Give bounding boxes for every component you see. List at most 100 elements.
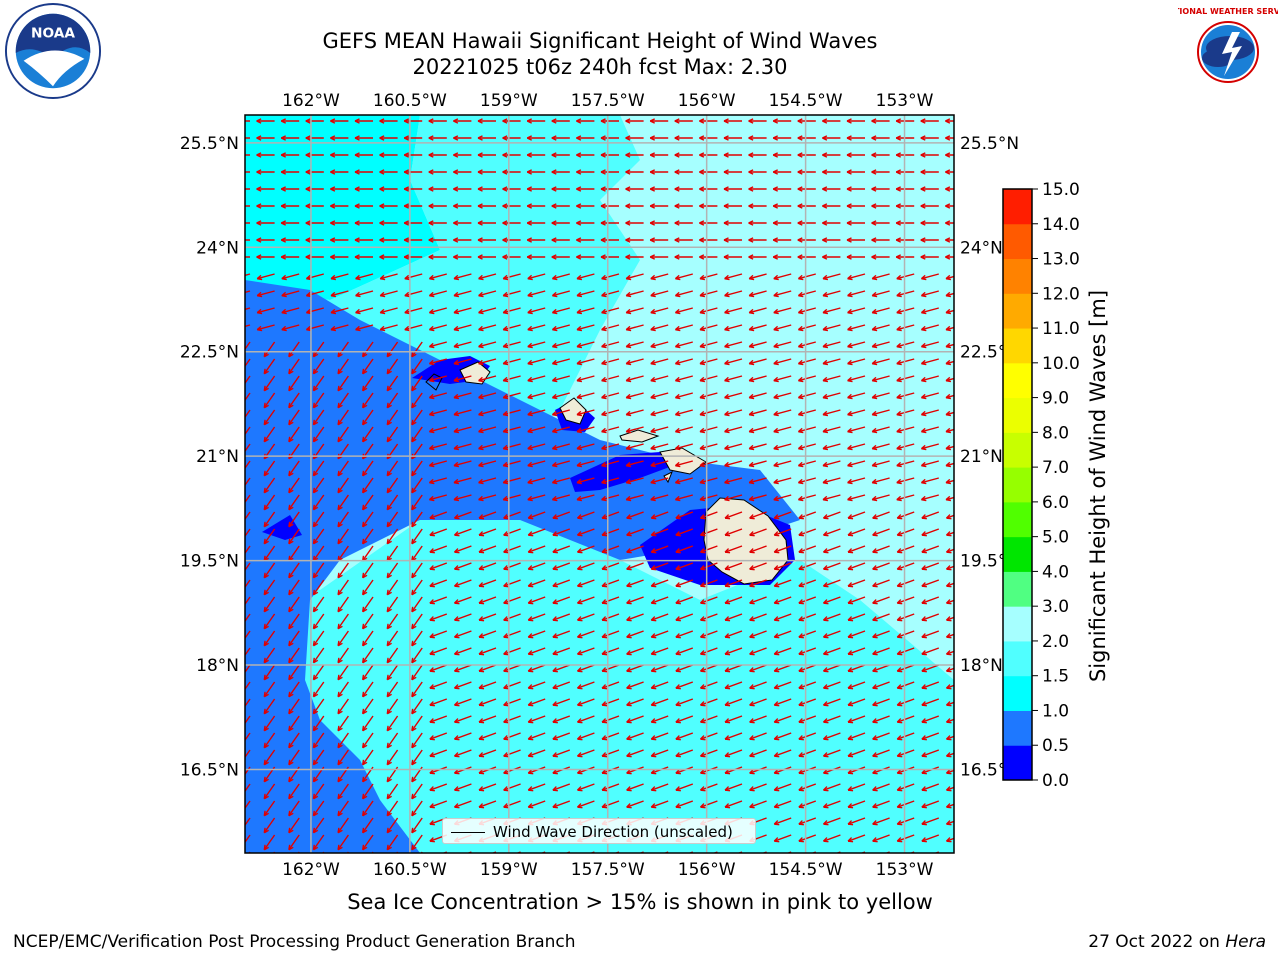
wave-direction-arrowhead	[263, 351, 269, 358]
wave-direction-arrowhead	[921, 650, 927, 656]
wave-direction-arrow	[823, 715, 841, 723]
wave-direction-arrowhead	[361, 759, 368, 766]
wave-direction-arrowhead	[945, 701, 952, 707]
wave-direction-arrowhead	[552, 803, 558, 809]
wave-direction-arrow	[847, 562, 866, 570]
wave-direction-arrowhead	[527, 393, 533, 400]
wave-direction-arrow	[552, 613, 571, 621]
wave-direction-arrowhead	[945, 376, 952, 383]
wave-direction-arrowhead	[945, 514, 952, 520]
wave-direction-arrow	[576, 358, 595, 365]
wave-direction-arrowhead	[386, 657, 392, 664]
wave-direction-arrow	[921, 290, 939, 297]
wave-direction-arrowhead	[428, 135, 434, 141]
wave-direction-arrowhead	[674, 254, 680, 260]
wave-direction-arrowhead	[386, 725, 392, 732]
wave-direction-arrow	[823, 545, 841, 553]
wave-direction-arrow	[724, 545, 743, 553]
wave-direction-arrow	[503, 579, 521, 587]
wave-direction-arrow	[454, 613, 472, 621]
wave-direction-arrowhead	[503, 803, 509, 809]
wave-direction-arrow	[651, 698, 669, 706]
wave-direction-arrowhead	[453, 342, 460, 349]
wave-direction-arrowhead	[921, 548, 927, 554]
wave-direction-arrow	[921, 528, 940, 536]
wave-direction-arrow	[453, 375, 472, 382]
wave-direction-arrow	[921, 698, 940, 706]
wave-direction-arrowhead	[675, 684, 681, 690]
wave-direction-arrow	[774, 511, 792, 519]
wave-direction-arrow	[411, 528, 423, 545]
wave-direction-arrow	[650, 273, 669, 280]
wave-direction-arrowhead	[871, 359, 878, 366]
wave-direction-arrowhead	[527, 752, 534, 758]
wave-direction-arrow	[362, 341, 374, 358]
wave-direction-arrowhead	[453, 410, 460, 417]
wave-direction-arrow	[288, 392, 300, 409]
wave-direction-arrow	[411, 477, 423, 494]
wave-direction-arrowhead	[700, 855, 705, 859]
wave-direction-arrowhead	[872, 803, 878, 809]
wave-direction-arrowhead	[675, 735, 681, 741]
wave-height-low-region	[245, 280, 800, 853]
wave-direction-arrowhead	[772, 203, 779, 209]
wave-direction-arrow	[337, 732, 349, 749]
wave-direction-arrowhead	[896, 820, 903, 826]
wave-direction-arrow	[245, 647, 251, 657]
wave-direction-arrowhead	[773, 701, 780, 707]
wave-direction-arrowhead	[650, 514, 657, 520]
wave-direction-arrowhead	[503, 514, 509, 520]
wave-direction-arrowhead	[846, 169, 852, 175]
wave-direction-arrowhead	[896, 616, 903, 622]
wave-direction-arrow	[798, 596, 817, 604]
wave-direction-arrowhead	[822, 701, 829, 707]
wave-direction-arrow	[577, 630, 595, 638]
wave-direction-arrowhead	[920, 393, 927, 400]
wave-direction-arrow	[945, 360, 954, 365]
wave-direction-arrowhead	[478, 274, 484, 281]
wave-direction-arrow	[386, 596, 399, 613]
wave-direction-arrowhead	[649, 203, 656, 209]
wave-direction-arrow	[248, 851, 251, 853]
wave-direction-arrow	[576, 341, 595, 348]
wave-direction-arrow	[847, 647, 866, 655]
wave-direction-arrow	[847, 409, 866, 416]
wave-direction-arrow	[872, 477, 890, 484]
wave-direction-arrow	[921, 545, 940, 553]
wave-direction-arrowhead	[551, 495, 558, 502]
wave-direction-arrow	[362, 392, 374, 409]
wave-direction-arrow	[872, 630, 890, 638]
wave-direction-arrow	[872, 732, 890, 740]
wave-direction-arrow	[263, 579, 276, 596]
wave-direction-arrow	[362, 698, 374, 715]
wave-direction-arrowhead	[921, 786, 927, 792]
wave-direction-arrow	[312, 613, 325, 630]
wave-direction-arrowhead	[945, 565, 952, 571]
wave-direction-arrowhead	[847, 359, 853, 366]
wave-direction-arrowhead	[749, 786, 755, 792]
wave-direction-arrowhead	[386, 691, 392, 698]
wave-direction-arrowhead	[625, 478, 632, 485]
wave-direction-arrowhead	[724, 667, 731, 673]
wave-direction-arrowhead	[798, 633, 804, 639]
wave-direction-arrowhead	[379, 203, 385, 209]
wave-direction-arrowhead	[305, 254, 311, 260]
wave-direction-arrow	[312, 732, 325, 749]
wave-direction-arrowhead	[773, 718, 780, 724]
colorbar-tick-label: 0.5	[1042, 736, 1069, 756]
wave-direction-arrowhead	[411, 538, 417, 545]
wave-direction-arrowhead	[354, 237, 360, 243]
wave-direction-arrow	[798, 273, 816, 280]
wave-direction-arrow	[601, 596, 620, 604]
wave-direction-arrow	[749, 392, 767, 399]
wave-direction-arrow	[288, 783, 300, 800]
wave-direction-arrowhead	[361, 810, 368, 817]
wave-direction-arrowhead	[896, 803, 903, 809]
wave-direction-arrowhead	[337, 725, 343, 732]
wave-direction-arrowhead	[312, 759, 319, 766]
wave-direction-arrowhead	[872, 582, 878, 588]
wave-direction-arrow	[552, 664, 571, 672]
wave-direction-arrowhead	[822, 254, 828, 260]
wave-direction-arrow	[503, 715, 521, 723]
wave-direction-arrowhead	[649, 169, 656, 175]
